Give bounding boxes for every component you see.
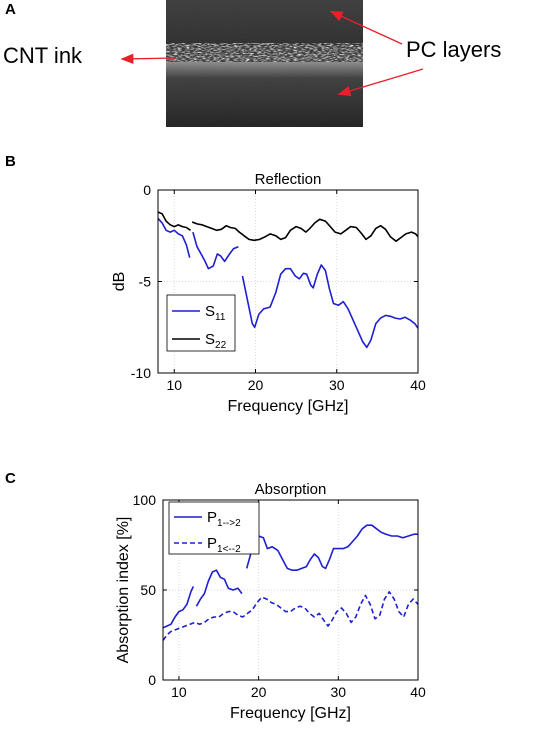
cnt-ink-arrow [120, 53, 177, 65]
absorption-ytick-label-0: 0 [148, 672, 156, 688]
reflection-ytick-label-0: 0 [143, 182, 151, 198]
panel-c-letter: C [5, 470, 16, 487]
pc-layer-top-arrow [329, 10, 403, 45]
pc-layers-label: PC layers [406, 37, 502, 62]
absorption-ylabel: Absorption index [%] [115, 517, 132, 664]
reflection-xtick-label-40: 40 [410, 377, 426, 393]
reflection-ylabel: dB [111, 272, 128, 292]
absorption-series-1-segment-3 [245, 524, 418, 571]
absorption-xlabel: Frequency [GHz] [230, 705, 351, 722]
reflection-xtick-label-10: 10 [166, 377, 182, 393]
reflection-xtick-label-30: 30 [329, 377, 345, 393]
reflection-xtick-label-20: 20 [248, 377, 264, 393]
panel-a-arrows [120, 10, 424, 96]
reflection-series-2-segment-2 [191, 218, 419, 242]
reflection-chart: 10 20 30 40 0 -5 -10 Reflection Frequency [GHz] d… [111, 171, 426, 415]
reflection-title: Reflection [255, 171, 322, 188]
absorption-legend-label-2: P1<--2 [207, 535, 241, 555]
absorption-legend-label-1: P1-->2 [207, 509, 241, 529]
absorption-chart: 10 20 30 40 0 50 100 Absorption Frequency [GHz] A… [115, 481, 426, 722]
absorption-xtick-label-40: 40 [410, 684, 426, 700]
reflection-series-1-segment-1 [157, 217, 191, 258]
panel-b-letter: B [5, 153, 16, 170]
panel-a-letter: A [5, 1, 16, 18]
reflection-xlabel: Frequency [GHz] [228, 398, 349, 415]
absorption-title: Absorption [255, 481, 327, 498]
absorption-legend-box [168, 501, 260, 555]
absorption-xtick-label-10: 10 [171, 684, 187, 700]
pc-layer-bottom-arrow [337, 68, 424, 96]
absorption-xtick-label-20: 20 [251, 684, 267, 700]
absorption-xtick-label-30: 30 [331, 684, 347, 700]
reflection-ytick-label--10: -10 [131, 365, 151, 381]
reflection-legend-label-1: S11 [205, 303, 226, 323]
reflection-legend-label-2: S22 [205, 331, 227, 351]
cnt-ink-label: CNT ink [3, 43, 83, 68]
reflection-series-1-segment-3 [241, 264, 419, 349]
reflection-series-1-segment-2 [192, 231, 239, 270]
micrograph-image [166, 0, 363, 127]
absorption-series-2-segment-1 [162, 591, 419, 641]
reflection-ytick-label--5: -5 [139, 274, 152, 290]
absorption-ytick-label-50: 50 [140, 582, 156, 598]
absorption-series-1-segment-1 [162, 586, 195, 629]
reflection-legend-box [166, 294, 236, 352]
absorption-ytick-label-100: 100 [133, 492, 157, 508]
reflection-series-2-segment-1 [157, 211, 191, 231]
absorption-series-1-segment-2 [195, 569, 243, 607]
